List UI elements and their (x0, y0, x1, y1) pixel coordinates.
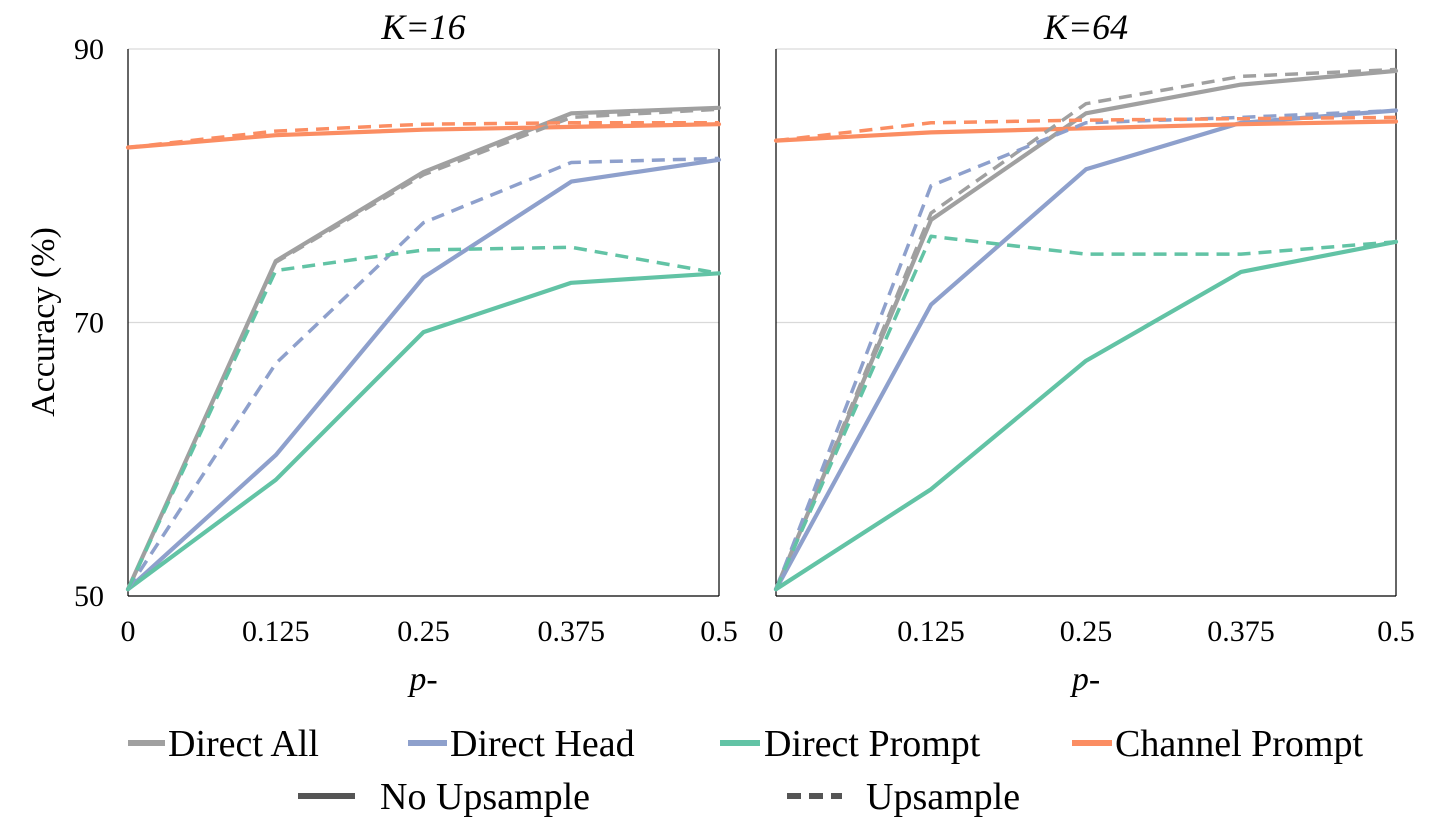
panel-title: K=16 (380, 7, 465, 47)
series-direct-head-no-upsample (773, 108, 1399, 592)
legend-label-upsample: Upsample (866, 776, 1020, 818)
series-direct-head-upsample (126, 156, 720, 591)
y-tick-label: 70 (74, 307, 104, 340)
x-tick-label: 0.125 (897, 615, 965, 648)
x-tick-label: 0.5 (1377, 615, 1415, 648)
series-direct-head-upsample (774, 108, 1397, 590)
series-channel-prompt-upsample (127, 121, 719, 150)
series-direct-all-no-upsample (773, 68, 1399, 592)
x-tick-label: 0.5 (700, 615, 738, 648)
series-channel-prompt-no-upsample (125, 122, 722, 150)
legend-label-channel-prompt: Channel Prompt (1115, 723, 1363, 765)
series-direct-all-no-upsample (125, 105, 722, 592)
y-tick-label: 50 (74, 580, 104, 613)
legend-label-direct-all: Direct All (168, 723, 319, 765)
series-direct-prompt-upsample (774, 234, 1397, 590)
series-direct-prompt-no-upsample (125, 271, 722, 592)
x-tick-label: 0 (769, 615, 784, 648)
series-direct-prompt-upsample (126, 245, 720, 590)
legend-label-no-upsample: No Upsample (380, 776, 590, 818)
y-axis-label: Accuracy (%) (25, 227, 62, 417)
legend-label-direct-prompt: Direct Prompt (764, 723, 981, 765)
legend: Direct All Direct Head Direct Prompt Channe… (128, 723, 1363, 818)
panel-k64: 0 0.125 0.25 0.375 0.5 p- K=64 (769, 7, 1415, 698)
series-channel-prompt-no-upsample (773, 119, 1399, 143)
y-tick-label: 90 (74, 33, 104, 66)
x-axis-label: p- (407, 661, 437, 698)
x-tick-label: 0.375 (538, 615, 606, 648)
series-direct-head-no-upsample (125, 157, 722, 592)
x-tick-label: 0.25 (1060, 615, 1113, 648)
x-tick-label: 0.125 (242, 615, 310, 648)
series-direct-prompt-no-upsample (773, 239, 1399, 592)
x-tick-label: 0.25 (397, 615, 450, 648)
panel-title: K=64 (1043, 7, 1128, 47)
x-tick-label: 0.375 (1207, 615, 1275, 648)
legend-label-direct-head: Direct Head (450, 723, 635, 765)
panel-k16: 50 70 90 0 0.125 0.25 0.375 0.5 p- K=16 (74, 7, 738, 698)
series-direct-all-upsample (774, 67, 1397, 590)
series-direct-all-upsample (126, 107, 720, 590)
x-axis-label: p- (1070, 661, 1100, 698)
x-tick-label: 0 (121, 615, 136, 648)
